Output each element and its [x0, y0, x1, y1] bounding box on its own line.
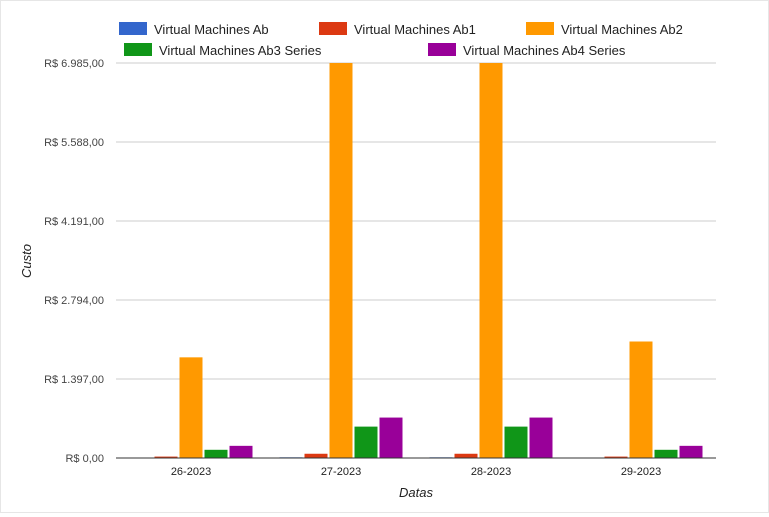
bars — [130, 63, 703, 458]
legend-label: Virtual Machines Ab1 — [354, 22, 476, 37]
y-tick-label: R$ 4.191,00 — [44, 216, 104, 228]
bar[interactable] — [205, 450, 228, 458]
x-tick-label: 26-2023 — [171, 466, 211, 478]
bar[interactable] — [680, 446, 703, 458]
y-axis-title: Custo — [19, 244, 34, 278]
bar[interactable] — [230, 446, 253, 458]
legend-label: Virtual Machines Ab3 Series — [159, 43, 322, 58]
legend: Virtual Machines Ab Virtual Machines Ab1 V… — [119, 22, 683, 58]
bar[interactable] — [330, 63, 353, 458]
bar[interactable] — [630, 342, 653, 458]
legend-item[interactable]: Virtual Machines Ab1 — [319, 22, 476, 37]
bar[interactable] — [480, 63, 503, 458]
legend-label: Virtual Machines Ab4 Series — [463, 43, 626, 58]
legend-item[interactable]: Virtual Machines Ab2 — [526, 22, 683, 37]
bar[interactable] — [505, 427, 528, 458]
bar[interactable] — [380, 418, 403, 458]
bar[interactable] — [530, 418, 553, 458]
x-axis-title: Datas — [399, 485, 433, 500]
legend-swatch — [319, 22, 347, 35]
legend-label: Virtual Machines Ab2 — [561, 22, 683, 37]
y-tick-label: R$ 2.794,00 — [44, 295, 104, 307]
grid-lines — [116, 63, 716, 379]
x-tick-label: 29-2023 — [621, 466, 661, 478]
x-tick-label: 28-2023 — [471, 466, 511, 478]
legend-item[interactable]: Virtual Machines Ab3 Series — [124, 43, 322, 58]
bar[interactable] — [355, 427, 378, 458]
bar[interactable] — [180, 357, 203, 458]
x-tick-label: 27-2023 — [321, 466, 361, 478]
bar[interactable] — [305, 454, 328, 458]
y-tick-label: R$ 5.588,00 — [44, 137, 104, 149]
legend-item[interactable]: Virtual Machines Ab — [119, 22, 269, 37]
y-axis-ticks: R$ 0,00 R$ 1.397,00 R$ 2.794,00 R$ 4.191,00… — [44, 58, 104, 465]
y-tick-label: R$ 0,00 — [65, 453, 104, 465]
legend-label: Virtual Machines Ab — [154, 22, 269, 37]
bar[interactable] — [655, 450, 678, 458]
y-tick-label: R$ 6.985,00 — [44, 58, 104, 70]
bar[interactable] — [455, 454, 478, 458]
legend-item[interactable]: Virtual Machines Ab4 Series — [428, 43, 626, 58]
legend-swatch — [119, 22, 147, 35]
x-axis-ticks: 26-2023 27-2023 28-2023 29-2023 — [171, 466, 661, 478]
legend-swatch — [526, 22, 554, 35]
legend-swatch — [428, 43, 456, 56]
y-tick-label: R$ 1.397,00 — [44, 374, 104, 386]
legend-swatch — [124, 43, 152, 56]
